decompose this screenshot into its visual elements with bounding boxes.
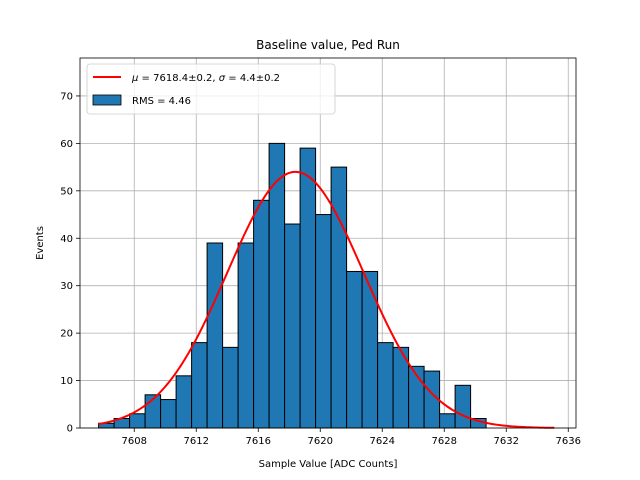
x-axis-label: Sample Value [ADC Counts] [259,459,398,470]
legend-mu-value: = 7618.4±0.2, [138,73,218,84]
y-tick-label-5: 50 [60,186,73,197]
y-tick-label-1: 10 [60,376,73,387]
legend-sigma-symbol: σ [219,73,226,84]
y-tick-label-7: 70 [60,91,73,102]
y-tick-label-2: 20 [60,329,73,340]
histogram-bar-2 [129,413,146,429]
legend-sigma-value: = 4.4±0.2 [225,73,280,84]
histogram-bar-6 [191,342,208,429]
x-axis-ticks: 7608 7612 7616 7620 7624 7628 7632 7636 [122,428,581,447]
histogram-bar-7 [206,242,224,429]
histogram-bar-23 [454,384,472,429]
histogram-bar-12 [284,223,301,429]
legend: μ = 7618.4±0.2, σ = 4.4±0.2 RMS = 4.46 [86,63,336,115]
histogram-bar-5 [175,375,193,429]
x-tick-label-4: 7624 [370,436,395,447]
y-axis-ticks: 0 10 20 30 40 50 60 70 [60,91,80,435]
x-tick-label-3: 7620 [308,436,333,447]
legend-fit-label: μ = 7618.4±0.2, σ = 4.4±0.2 [131,73,280,84]
y-tick-label-0: 0 [67,424,73,435]
y-tick-label-6: 60 [60,139,73,150]
histogram-bar-18 [377,342,394,429]
chart-title: Baseline value, Ped Run [256,38,400,52]
histogram-bar-22 [439,413,456,429]
histogram-bar-17 [361,270,379,429]
x-tick-label-0: 7608 [122,436,147,447]
legend-histogram-swatch [92,94,122,106]
y-tick-label-3: 30 [60,281,73,292]
histogram-bar-4 [160,399,177,429]
histogram-bar-13 [299,147,317,429]
histogram-bar-15 [330,166,348,429]
x-tick-label-1: 7612 [184,436,209,447]
plot-frame [79,57,577,429]
x-tick-label-2: 7616 [246,436,271,447]
histogram-bars [98,142,487,429]
x-tick-label-7: 7636 [556,436,581,447]
histogram-bar-16 [346,270,363,429]
legend-mu-symbol: μ [131,73,138,84]
gaussian-fit-curve [98,170,555,429]
legend-histogram-label: RMS = 4.46 [132,96,191,107]
histogram-bar-8 [222,346,239,429]
histogram-bar-9 [237,242,255,429]
histogram-bar-10 [253,199,270,429]
histogram-bar-14 [315,214,332,429]
x-tick-label-5: 7628 [432,436,457,447]
x-tick-label-6: 7632 [494,436,519,447]
legend-box [86,63,336,115]
y-axis-label: Events [35,226,46,260]
y-tick-label-4: 40 [60,234,73,245]
